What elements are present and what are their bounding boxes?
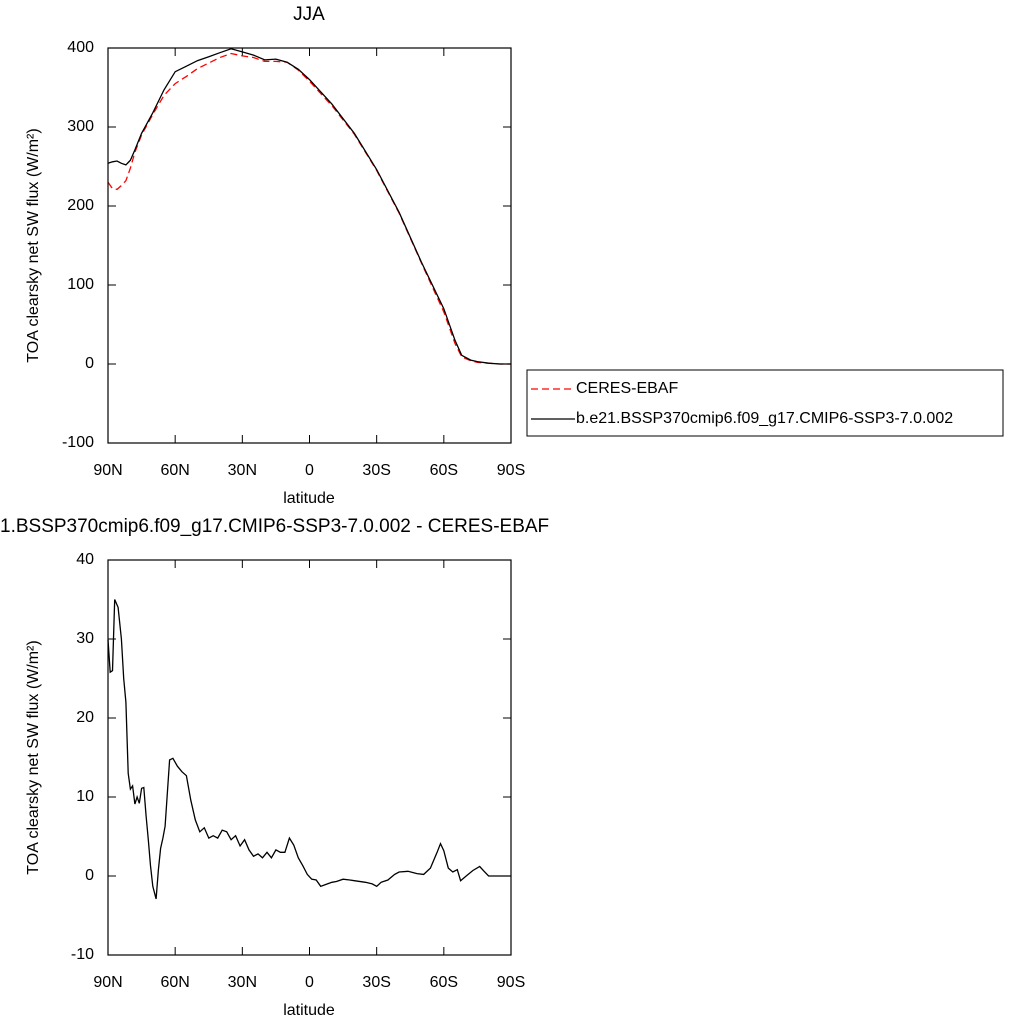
legend-label: b.e21.BSSP370cmip6.f09_g17.CMIP6-SSP3-7.… bbox=[576, 410, 953, 427]
y-axis-label: TOA clearsky net SW flux (W/m²) bbox=[25, 640, 42, 874]
y-tick-label: 10 bbox=[76, 788, 94, 805]
x-tick-label: 60N bbox=[160, 974, 189, 991]
y-tick-label: 200 bbox=[67, 197, 94, 214]
legend-label: CERES-EBAF bbox=[576, 380, 678, 397]
x-axis-label: latitude bbox=[283, 1002, 335, 1019]
y-tick-label: 100 bbox=[67, 276, 94, 293]
x-tick-label: 90S bbox=[497, 462, 525, 479]
legend-box bbox=[526, 369, 1004, 437]
y-tick-label: 300 bbox=[67, 118, 94, 135]
y-tick-label: 0 bbox=[85, 867, 94, 884]
x-tick-label: 90S bbox=[497, 974, 525, 991]
x-tick-label: 0 bbox=[305, 974, 314, 991]
y-tick-label: 30 bbox=[76, 630, 94, 647]
x-tick-label: 60S bbox=[430, 462, 458, 479]
chart-title: JJA bbox=[293, 4, 325, 25]
x-tick-label: 90N bbox=[93, 462, 122, 479]
x-tick-label: 30N bbox=[228, 974, 257, 991]
x-tick-label: 90N bbox=[93, 974, 122, 991]
y-tick-label: 20 bbox=[76, 709, 94, 726]
y-axis-label: TOA clearsky net SW flux (W/m²) bbox=[25, 128, 42, 362]
x-tick-label: 0 bbox=[305, 462, 314, 479]
plot-frame bbox=[107, 559, 512, 956]
data-line bbox=[107, 599, 511, 900]
x-tick-label: 30N bbox=[228, 462, 257, 479]
data-line bbox=[107, 48, 511, 365]
x-axis-label: latitude bbox=[283, 490, 335, 507]
y-tick-label: 400 bbox=[67, 39, 94, 56]
y-tick-label: 0 bbox=[85, 355, 94, 372]
y-tick-label: -100 bbox=[62, 434, 94, 451]
chart-title: 1.BSSP370cmip6.f09_g17.CMIP6-SSP3-7.0.00… bbox=[0, 516, 549, 537]
x-tick-label: 30S bbox=[362, 974, 390, 991]
x-tick-label: 30S bbox=[362, 462, 390, 479]
x-tick-label: 60N bbox=[160, 462, 189, 479]
data-line bbox=[107, 52, 511, 365]
plot-frame bbox=[107, 47, 512, 444]
y-tick-label: -10 bbox=[71, 946, 94, 963]
y-tick-label: 40 bbox=[76, 551, 94, 568]
x-tick-label: 60S bbox=[430, 974, 458, 991]
